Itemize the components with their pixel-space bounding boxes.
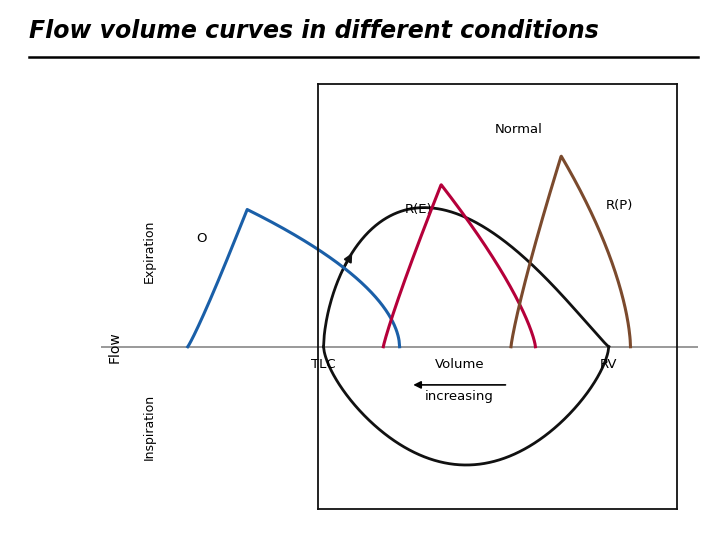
- Text: O: O: [196, 232, 207, 245]
- Text: Flow volume curves in different conditions: Flow volume curves in different conditio…: [29, 19, 598, 43]
- Text: R(P): R(P): [606, 199, 634, 212]
- Text: Inspiration: Inspiration: [143, 394, 156, 460]
- Text: Flow: Flow: [107, 331, 122, 363]
- Text: RV: RV: [600, 358, 618, 371]
- Text: increasing: increasing: [425, 390, 494, 403]
- Text: Normal: Normal: [495, 123, 543, 136]
- Text: Expiration: Expiration: [143, 220, 156, 283]
- Text: TLC: TLC: [311, 358, 336, 371]
- Text: R(E): R(E): [405, 203, 433, 216]
- Text: Volume: Volume: [435, 358, 484, 371]
